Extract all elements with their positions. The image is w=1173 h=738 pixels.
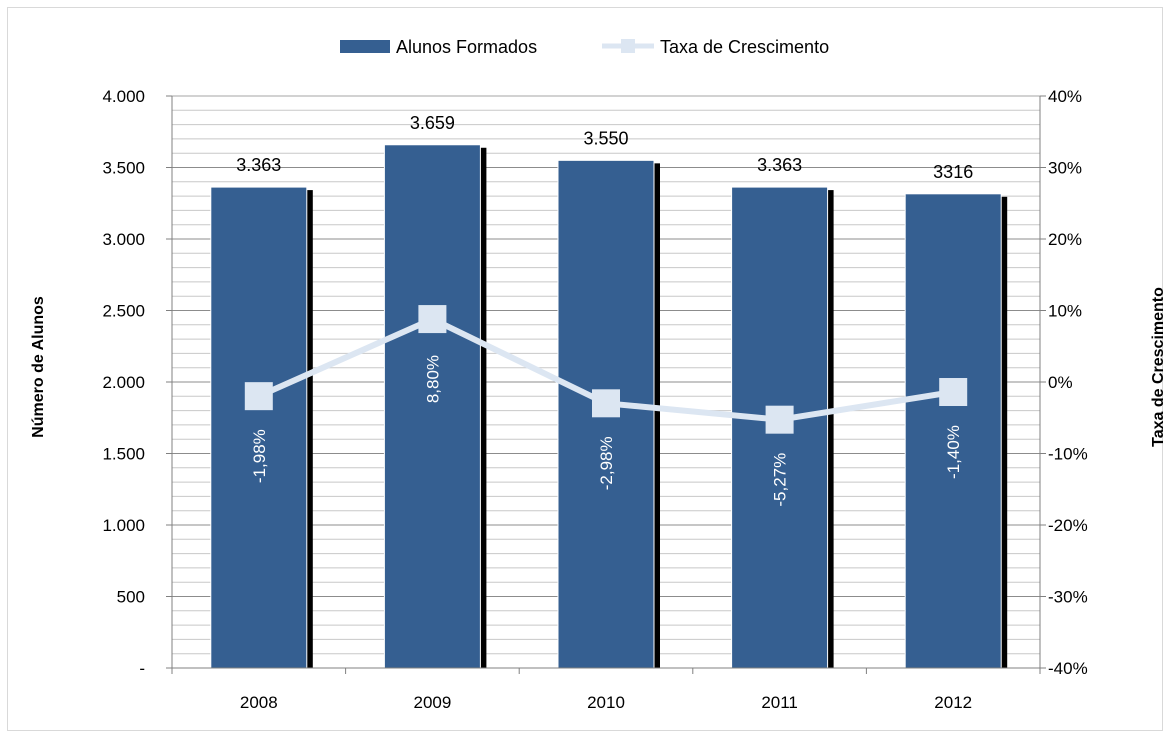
y2-tick-label: 0% — [1048, 373, 1073, 392]
y-tick-label: 1.000 — [102, 516, 145, 535]
legend: Alunos Formados Taxa de Crescimento — [340, 37, 829, 57]
y2-tick-label: 40% — [1048, 87, 1082, 106]
rate-value-label: -2,98% — [597, 436, 616, 490]
x-tick-label: 2010 — [587, 693, 625, 712]
legend-label-line: Taxa de Crescimento — [660, 37, 829, 57]
bar-value-label: 3.659 — [410, 113, 455, 133]
growth-line — [244, 305, 968, 434]
bar-value-label: 3.550 — [583, 128, 628, 148]
bar-value-label: 3.363 — [236, 155, 281, 175]
bar — [383, 144, 481, 669]
y2-tick-label: -10% — [1048, 445, 1088, 464]
x-tick-label: 2011 — [761, 693, 798, 712]
y-tick-label: 2.000 — [102, 373, 145, 392]
y-tick-label: 3.000 — [102, 230, 145, 249]
legend-swatch-marker — [621, 39, 635, 53]
rate-value-label: -5,27% — [771, 453, 790, 507]
y2-axis-title: Taxa de Crescimento — [1150, 287, 1167, 447]
y-tick-label: 500 — [117, 588, 145, 607]
y-tick-label: 2.500 — [102, 302, 145, 321]
growth-marker — [244, 382, 273, 411]
growth-marker — [418, 305, 447, 334]
x-tick-label: 2008 — [240, 693, 278, 712]
y2-tick-label: 20% — [1048, 230, 1082, 249]
rate-value-label: -1,98% — [250, 429, 269, 483]
rate-value-label: 8,80% — [423, 355, 442, 403]
y-tick-label: 3.500 — [102, 159, 145, 178]
bar-value-label: 3316 — [933, 162, 973, 182]
bar-value-label: 3.363 — [757, 155, 802, 175]
y2-tick-label: -20% — [1048, 516, 1088, 535]
y-tick-label: - — [139, 659, 145, 678]
axes: - 500 1.000 1.500 2.000 2.500 3.000 3.500 4.000 -… — [102, 87, 1087, 712]
x-tick-label: 2012 — [934, 693, 972, 712]
rate-value-label: -1,40% — [944, 425, 963, 479]
growth-marker — [592, 389, 620, 418]
y2-tick-label: 10% — [1048, 302, 1082, 321]
y2-tick-label: -40% — [1048, 659, 1088, 678]
bar — [210, 186, 308, 669]
y-axis-title: Número de Alunos — [30, 296, 47, 438]
legend-label-bars: Alunos Formados — [396, 37, 537, 57]
data-labels: 3.363 3.659 3.550 3.363 3316 -1,98% 8,80% -2,98… — [236, 113, 973, 507]
y-tick-label: 4.000 — [102, 87, 145, 106]
y2-tick-label: -30% — [1048, 588, 1088, 607]
growth-marker — [939, 378, 968, 407]
bar — [904, 193, 1002, 669]
x-tick-label: 2009 — [413, 693, 451, 712]
bars — [210, 144, 1008, 669]
legend-swatch-bars — [340, 40, 390, 53]
growth-marker — [765, 405, 794, 434]
y2-tick-label: 30% — [1048, 159, 1082, 178]
y-tick-label: 1.500 — [102, 445, 145, 464]
